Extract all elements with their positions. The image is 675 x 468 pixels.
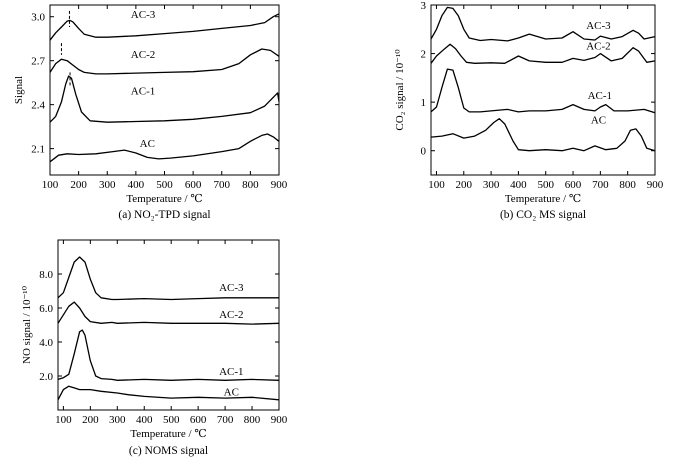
x-tick-label: 900 (271, 179, 288, 191)
x-tick-label: 800 (244, 414, 261, 426)
x-tick-label: 600 (565, 179, 582, 191)
series-line-ac-1 (430, 68, 656, 114)
y-tick-label: 8.0 (39, 269, 53, 281)
y-tick-label: 2 (421, 49, 427, 61)
series-line-ac-2 (49, 48, 280, 75)
series-label-ac-1: AC-1 (588, 90, 612, 102)
y-axis-label: NO signal / 10⁻¹⁰ (21, 285, 33, 364)
y-tick-label: 0 (421, 146, 427, 158)
plot-frame (57, 239, 280, 411)
series-label-ac-3: AC-3 (586, 20, 611, 32)
x-tick-label: 300 (483, 179, 500, 191)
y-tick-label: 2.0 (39, 371, 53, 383)
series-line-ac-3 (49, 13, 280, 41)
x-tick-label: 400 (128, 179, 145, 191)
y-tick-label: 2.7 (31, 56, 45, 68)
x-axis-label: Temperature / ℃ (505, 193, 581, 205)
x-tick-label: 900 (647, 179, 664, 191)
plot-frame (430, 4, 656, 176)
series-line-ac (57, 385, 280, 401)
y-tick-label: 4.0 (39, 337, 53, 349)
x-tick-label: 500 (537, 179, 554, 191)
series-line-ac-2 (57, 301, 280, 325)
x-tick-label: 200 (70, 179, 87, 191)
series-label-ac-1: AC-1 (131, 85, 155, 97)
x-tick-label: 400 (136, 414, 153, 426)
y-tick-label: 2.4 (31, 100, 45, 112)
series-line-ac-3 (57, 256, 279, 301)
x-tick-label: 100 (428, 179, 445, 191)
series-line-ac-1 (49, 75, 280, 123)
chart-caption: (a) NO₂-TPD signal (118, 209, 210, 221)
x-tick-label: 100 (55, 414, 72, 426)
series-label-ac: AC (140, 138, 155, 150)
chart-c: 100 200 300 400 500 600 700 800 900 2.0 4.0 6.0 8.0 T… (21, 239, 288, 457)
x-tick-label: 700 (214, 179, 231, 191)
y-tick-label: 3 (421, 0, 427, 12)
series-label-ac: AC (591, 115, 606, 127)
series-line-ac-1 (57, 329, 280, 381)
y-tick-label: 6.0 (39, 303, 53, 315)
chart-a: 100 200 300 400 500 600 700 800 900 2.1 2.4 2.7 3.0 T… (13, 4, 288, 221)
series-line-ac-3 (430, 6, 656, 42)
series-label-ac-2: AC-2 (131, 49, 155, 61)
chart-caption: (b) CO₂ MS signal (500, 209, 586, 221)
y-tick-label: 1 (421, 97, 427, 109)
chart-b: 100 200 300 400 500 600 700 800 900 0 1 2 3 Temperatu… (394, 0, 664, 221)
y-tick-label: 3.0 (31, 12, 45, 24)
x-tick-label: 300 (109, 414, 126, 426)
series-label-ac: AC (224, 387, 239, 399)
x-tick-label: 800 (619, 179, 636, 191)
series-line-ac-2 (430, 43, 656, 64)
x-tick-label: 500 (156, 179, 173, 191)
x-axis-label: Temperature / ℃ (126, 193, 202, 205)
x-tick-label: 600 (190, 414, 207, 426)
x-tick-label: 900 (271, 414, 288, 426)
series-label-ac-1: AC-1 (219, 366, 243, 378)
x-tick-label: 200 (456, 179, 473, 191)
plot-frame (49, 4, 280, 176)
x-axis-label: Temperature / ℃ (130, 428, 206, 440)
x-tick-label: 700 (592, 179, 609, 191)
x-tick-label: 200 (82, 414, 99, 426)
series-label-ac-3: AC-3 (219, 282, 244, 294)
x-tick-label: 100 (42, 179, 59, 191)
y-axis-label: Signal (13, 76, 25, 104)
y-tick-label: 2.1 (31, 144, 45, 156)
y-axis-label: CO₂ signal / 10⁻¹⁰ (394, 49, 406, 131)
series-label-ac-2: AC-2 (219, 309, 243, 321)
x-tick-label: 300 (99, 179, 116, 191)
x-tick-label: 500 (163, 414, 180, 426)
series-line-ac (430, 118, 656, 152)
x-tick-label: 700 (217, 414, 234, 426)
x-tick-label: 800 (242, 179, 259, 191)
series-label-ac-2: AC-2 (586, 41, 610, 53)
series-label-ac-3: AC-3 (131, 9, 156, 21)
x-tick-label: 600 (185, 179, 202, 191)
x-tick-label: 400 (510, 179, 527, 191)
series-line-ac (49, 133, 280, 163)
chart-caption: (c) NOMS signal (129, 445, 208, 457)
